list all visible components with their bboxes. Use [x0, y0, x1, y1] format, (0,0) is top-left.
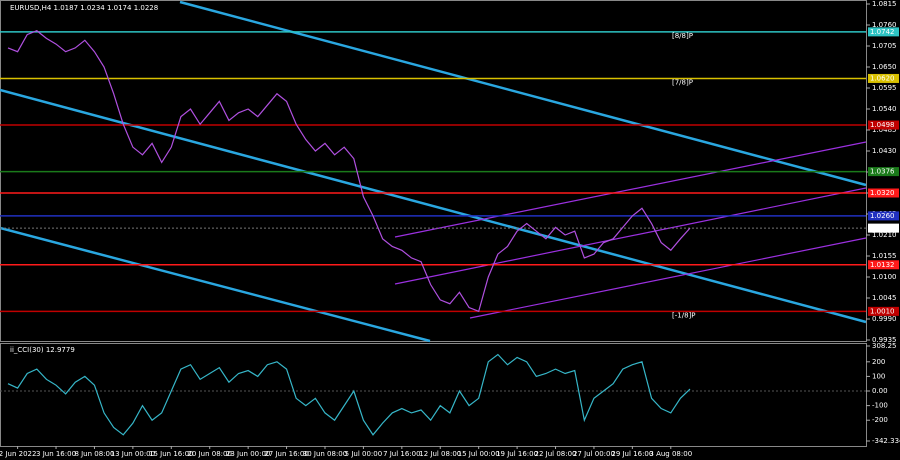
- level-label: 1.0620: [870, 74, 895, 82]
- level-label: 1.0498: [870, 121, 895, 129]
- y-tick-label: 0.9935: [872, 336, 897, 344]
- y-tick-label: 1.0705: [872, 42, 897, 50]
- level-box: [868, 27, 899, 37]
- level-name: [-1/8]P: [672, 311, 695, 319]
- x-tick-label: 29 Jul 16:00: [611, 450, 653, 458]
- x-tick-label: 23 Jun 00:00: [226, 450, 270, 458]
- level-box: [868, 260, 899, 270]
- y-tick-label: 200: [872, 358, 885, 366]
- y-tick-label: -100: [872, 402, 888, 410]
- x-tick-label: 30 Jun 08:00: [303, 450, 347, 458]
- y-tick-label: 1.0045: [872, 294, 897, 302]
- y-tick-label: -200: [872, 416, 888, 424]
- x-tick-label: 13 Jun 00:00: [111, 450, 155, 458]
- x-tick-label: 7 Jul 16:00: [383, 450, 421, 458]
- level-label: 1.0260: [870, 212, 895, 220]
- x-tick-label: 3 Aug 08:00: [649, 450, 692, 458]
- cci-title: ii_CCI(30) 12.9779: [10, 346, 75, 354]
- x-tick-label: 15 Jul 00:00: [458, 450, 500, 458]
- level-label: 1.0132: [870, 261, 895, 269]
- x-tick-label: 22 Jul 08:00: [535, 450, 577, 458]
- level-box: [868, 188, 899, 198]
- cci-frame: [0, 343, 867, 447]
- x-tick-label: 2 Jun 2022: [0, 450, 36, 458]
- y-tick-label: 1.0815: [872, 0, 897, 8]
- level-label: 1.0376: [870, 168, 895, 176]
- y-tick-label: 1.0595: [872, 84, 897, 92]
- y-tick-label: 0.9990: [872, 315, 897, 323]
- y-tick-label: 1.0210: [872, 231, 897, 239]
- level-box: [868, 73, 899, 83]
- level-box: [868, 167, 899, 177]
- y-tick-label: 308.25: [872, 342, 897, 350]
- level-name: [8/8]P: [672, 32, 693, 40]
- level-label: 1.0320: [870, 189, 895, 197]
- y-tick-label: 1.0430: [872, 147, 897, 155]
- x-tick-label: 20 Jun 08:00: [187, 450, 231, 458]
- x-tick-label: 27 Jul 00:00: [573, 450, 615, 458]
- y-tick-label: 1.0760: [872, 21, 897, 29]
- level-box: [868, 306, 899, 316]
- x-tick-label: 12 Jul 08:00: [419, 450, 461, 458]
- level-label: 1.0742: [870, 28, 895, 36]
- x-tick-label: 3 Jun 16:00: [36, 450, 76, 458]
- level-name: [7/8]P: [672, 78, 693, 86]
- y-tick-label: 1.0485: [872, 126, 897, 134]
- y-tick-label: 1.0650: [872, 63, 897, 71]
- current-price-label: 1.0228: [870, 224, 895, 232]
- price-title: EURUSD,H4 1.0187 1.0234 1.0174 1.0228: [10, 4, 158, 12]
- level-box: [868, 211, 899, 221]
- level-box: [868, 120, 899, 130]
- series-line: [7, 353, 691, 436]
- x-tick-label: 8 Jun 08:00: [74, 450, 114, 458]
- x-tick-label: 19 Jul 16:00: [496, 450, 538, 458]
- y-tick-label: 1.0540: [872, 105, 897, 113]
- y-tick-label: 100: [872, 372, 885, 380]
- series-line: [7, 30, 691, 313]
- x-tick-label: 15 Jun 16:00: [149, 450, 193, 458]
- y-tick-label: -342.334: [872, 437, 900, 445]
- channel-lines: [394, 141, 867, 319]
- current-price-box: [868, 223, 899, 233]
- level-label: 1.0010: [870, 307, 895, 315]
- x-tick-label: 27 Jun 16:00: [264, 450, 308, 458]
- y-tick-label: 1.0100: [872, 273, 897, 281]
- y-tick-label: 0.00: [872, 387, 888, 395]
- y-tick-label: 1.0155: [872, 252, 897, 260]
- x-tick-label: 5 Jul 00:00: [345, 450, 383, 458]
